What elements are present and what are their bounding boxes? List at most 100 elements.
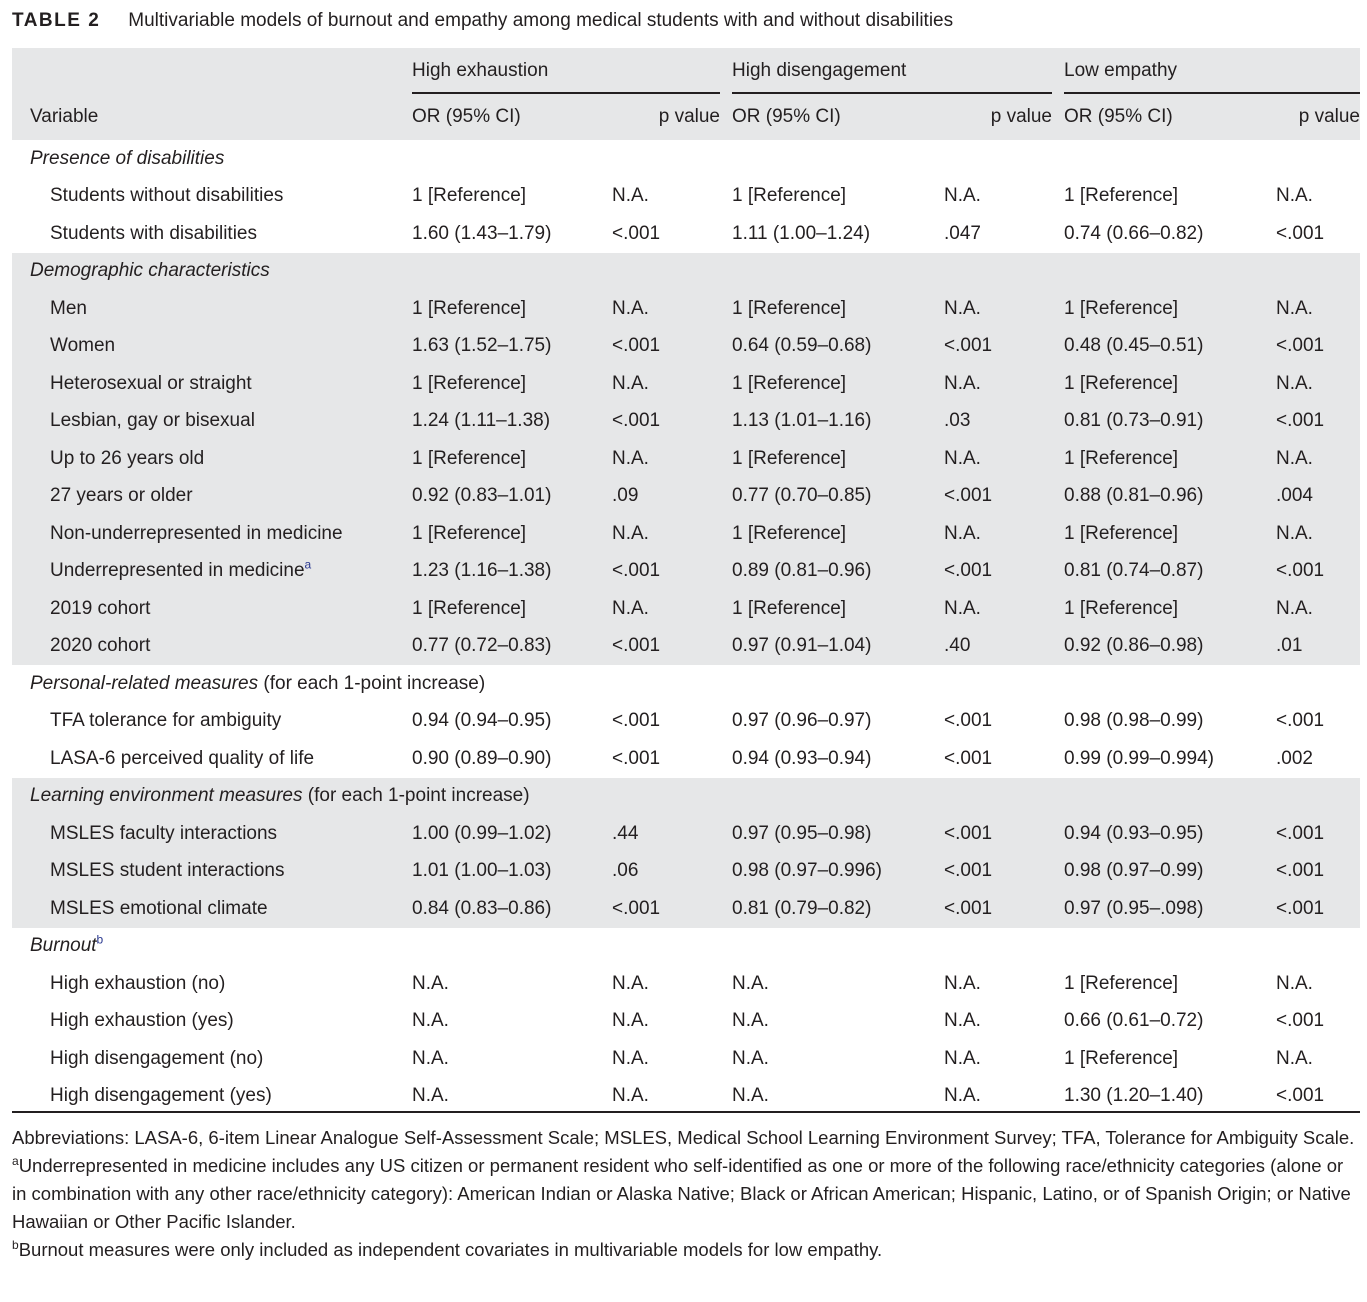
p-value-cell: .03: [944, 410, 971, 432]
p-value-cell: .09: [612, 485, 639, 507]
or-cell: 0.81 (0.73–0.91): [1064, 410, 1204, 432]
p-value-cell: .002: [1276, 747, 1313, 769]
or-header: OR (95% CI): [1064, 106, 1173, 127]
p-value-cell: <.001: [612, 560, 661, 582]
or-cell: 0.81 (0.79–0.82): [732, 897, 872, 919]
or-cell: 1 [Reference]: [412, 522, 527, 544]
p-value-cell: <.001: [944, 860, 993, 882]
footnote-a: aUnderrepresented in medicine includes a…: [12, 1153, 1351, 1232]
table-caption: Multivariable models of burnout and empa…: [128, 10, 954, 31]
section-header: Burnoutb: [30, 932, 104, 957]
or-cell: 1 [Reference]: [1064, 297, 1179, 319]
p-value-cell: .44: [612, 822, 639, 844]
or-cell: 1 [Reference]: [732, 297, 847, 319]
or-cell: 0.94 (0.94–0.95): [412, 710, 552, 732]
or-header: OR (95% CI): [732, 106, 841, 127]
table-row: Underrepresented in medicinea 1.23 (1.16–…: [12, 552, 1360, 590]
or-cell: 1 [Reference]: [1064, 597, 1179, 619]
variable-cell: High exhaustion (yes): [50, 1010, 234, 1032]
p-value-cell: .01: [1276, 635, 1303, 657]
or-cell: 0.90 (0.89–0.90): [412, 747, 552, 769]
p-value-cell: <.001: [1276, 822, 1325, 844]
p-value-cell: <.001: [1276, 860, 1325, 882]
table-row: 2019 cohort 1 [Reference] N.A. 1 [Reference…: [12, 590, 1360, 628]
or-cell: 0.99 (0.99–0.994): [1064, 747, 1215, 769]
table-row: Students without disabilities 1 [Referenc…: [12, 178, 1360, 216]
p-value-cell: N.A.: [944, 972, 981, 994]
p-value-cell: N.A.: [944, 522, 981, 544]
or-cell: 1 [Reference]: [732, 522, 847, 544]
p-value-cell: <.001: [1276, 1085, 1325, 1107]
or-cell: 0.97 (0.95–.098): [1064, 897, 1204, 919]
p-value-cell: N.A.: [944, 185, 981, 207]
or-cell: N.A.: [732, 1085, 769, 1107]
p-value-cell: <.001: [1276, 410, 1325, 432]
or-cell: N.A.: [732, 1047, 769, 1069]
variable-cell: Students with disabilities: [50, 222, 257, 244]
or-cell: N.A.: [732, 972, 769, 994]
variable-cell: Up to 26 years old: [50, 447, 205, 469]
or-cell: 0.98 (0.97–0.996): [732, 860, 883, 882]
or-cell: 1.11 (1.00–1.24): [732, 222, 871, 244]
p-value-cell: N.A.: [612, 972, 649, 994]
p-value-cell: N.A.: [612, 1010, 649, 1032]
table-row: MSLES student interactions 1.01 (1.00–1.0…: [12, 852, 1360, 890]
p-value-cell: N.A.: [1276, 972, 1313, 994]
or-cell: 1.60 (1.43–1.79): [412, 222, 552, 244]
p-value-cell: <.001: [612, 897, 661, 919]
variable-cell: High disengagement (yes): [50, 1085, 272, 1107]
p-header: p value: [1298, 106, 1360, 127]
or-cell: 0.88 (0.81–0.96): [1064, 485, 1204, 507]
p-value-cell: N.A.: [612, 447, 649, 469]
p-value-cell: N.A.: [944, 297, 981, 319]
or-cell: N.A.: [732, 1010, 769, 1032]
or-cell: 1 [Reference]: [732, 185, 847, 207]
or-header: OR (95% CI): [412, 106, 521, 127]
section-header: Learning environment measures (for each …: [12, 777, 1360, 815]
table-row: Heterosexual or straight 1 [Reference] N.A…: [12, 365, 1360, 403]
p-value-cell: N.A.: [612, 297, 649, 319]
p-value-cell: N.A.: [1276, 1047, 1313, 1069]
or-cell: 1.00 (0.99–1.02): [412, 822, 552, 844]
or-cell: 1.63 (1.52–1.75): [412, 335, 552, 357]
variable-cell: Heterosexual or straight: [50, 372, 252, 394]
p-value-cell: .40: [944, 635, 971, 657]
table-row: Men 1 [Reference] N.A. 1 [Reference] N.A. 1 […: [12, 290, 1360, 328]
table-row: TFA tolerance for ambiguity 0.94 (0.94–0.…: [12, 703, 1360, 741]
p-value-cell: N.A.: [1276, 297, 1313, 319]
table-row: LASA-6 perceived quality of life 0.90 (0.…: [12, 740, 1360, 778]
or-cell: 0.97 (0.91–1.04): [732, 635, 872, 657]
table-row: High disengagement (yes) N.A. N.A. N.A. N.A.…: [12, 1078, 1360, 1116]
or-cell: 1.30 (1.20–1.40): [1064, 1085, 1204, 1107]
or-cell: N.A.: [412, 1010, 449, 1032]
variable-cell: High disengagement (no): [50, 1047, 264, 1069]
p-value-cell: N.A.: [944, 447, 981, 469]
variable-cell: TFA tolerance for ambiguity: [50, 710, 282, 732]
variable-cell: High exhaustion (no): [50, 972, 226, 994]
or-cell: 0.48 (0.45–0.51): [1064, 335, 1204, 357]
table-label: TABLE 2: [12, 10, 101, 31]
or-cell: 0.97 (0.95–0.98): [732, 822, 872, 844]
or-cell: 1 [Reference]: [1064, 372, 1179, 394]
table-header: High exhaustion High disengagement Low e…: [12, 48, 1360, 140]
p-value-cell: N.A.: [612, 522, 649, 544]
or-cell: 0.74 (0.66–0.82): [1064, 222, 1204, 244]
or-cell: 0.94 (0.93–0.95): [1064, 822, 1204, 844]
or-cell: 0.77 (0.72–0.83): [412, 635, 552, 657]
section-header: Demographic characteristics: [12, 252, 1360, 290]
variable-header: Variable: [30, 106, 99, 127]
p-value-cell: .047: [944, 222, 981, 244]
p-value-cell: N.A.: [612, 185, 649, 207]
or-cell: N.A.: [412, 1047, 449, 1069]
or-cell: 1 [Reference]: [1064, 522, 1179, 544]
table-row: 2020 cohort 0.77 (0.72–0.83) <.001 0.97 (0.…: [12, 627, 1360, 665]
p-value-cell: N.A.: [1276, 597, 1313, 619]
section-header: Personal-related measures (for each 1-po…: [30, 672, 486, 694]
variable-cell: 2019 cohort: [50, 597, 151, 619]
table-row: Up to 26 years old 1 [Reference] N.A. 1 [Re…: [12, 440, 1360, 478]
or-cell: 0.92 (0.86–0.98): [1064, 635, 1204, 657]
p-value-cell: N.A.: [612, 597, 649, 619]
table-row: High disengagement (no) N.A. N.A. N.A. N.A. 1…: [12, 1040, 1360, 1078]
variable-cell: Women: [50, 335, 116, 357]
p-value-cell: <.001: [1276, 560, 1325, 582]
